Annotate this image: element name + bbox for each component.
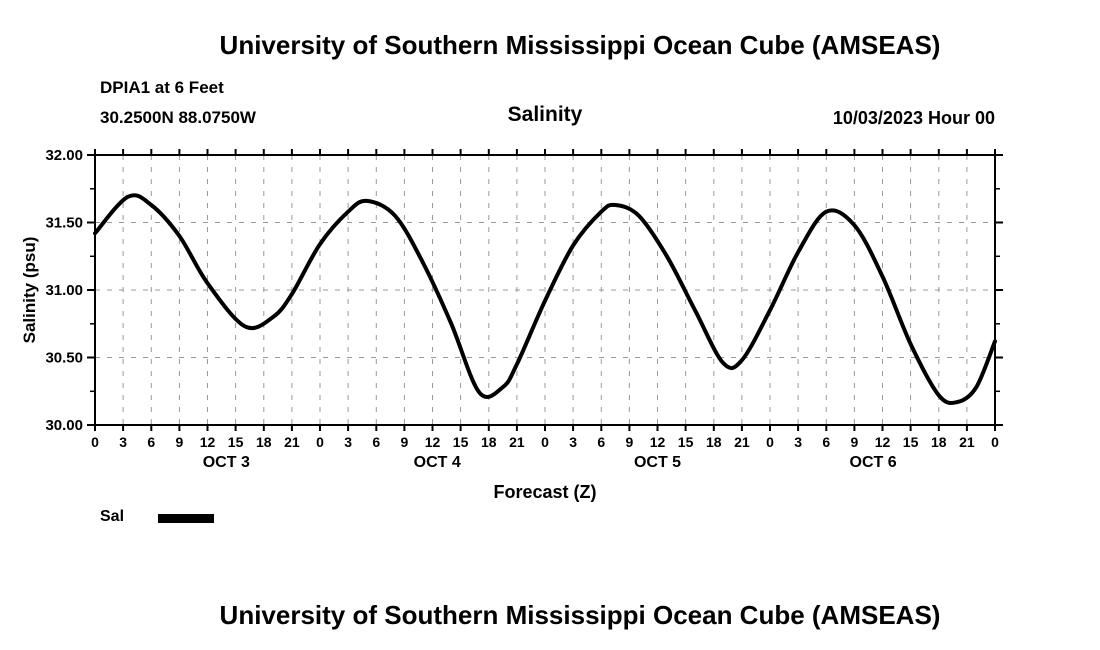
- y-axis-title: Salinity (psu): [20, 236, 39, 344]
- x-tick-label: 18: [481, 434, 497, 450]
- station-label: DPIA1 at 6 Feet: [100, 78, 224, 97]
- x-tick-label: 3: [794, 434, 802, 450]
- x-tick-label: 15: [903, 434, 919, 450]
- x-tick-label: 3: [569, 434, 577, 450]
- y-tick-label: 30.00: [45, 417, 83, 434]
- x-tick-label: 0: [541, 434, 549, 450]
- salinity-curve: [93, 193, 997, 406]
- page-title-top: University of Southern Mississippi Ocean…: [219, 30, 941, 60]
- x-tick-label: 9: [176, 434, 184, 450]
- x-tick-label: 12: [875, 434, 891, 450]
- x-tick-label: 12: [650, 434, 666, 450]
- x-tick-label: 18: [256, 434, 272, 450]
- x-tick-label: 21: [734, 434, 750, 450]
- x-tick-label: 0: [316, 434, 324, 450]
- y-tick-label: 31.50: [45, 215, 83, 232]
- x-tick-label: 3: [119, 434, 127, 450]
- x-tick-label: 0: [991, 434, 999, 450]
- day-label: OCT 5: [634, 454, 681, 471]
- x-tick-label: 15: [453, 434, 469, 450]
- x-tick-label: 15: [228, 434, 244, 450]
- salinity-chart: 0 3 6 9 12 15 18 21 0 3 6 9 12 15 18 21 0 3 6 9 12 15 18 21 0 3 6 9…: [45, 147, 1003, 471]
- x-tick-label: 18: [931, 434, 947, 450]
- x-tick-label: 9: [851, 434, 859, 450]
- x-tick-label: 6: [597, 434, 605, 450]
- x-tick-label: 18: [706, 434, 722, 450]
- x-tick-label: 15: [678, 434, 694, 450]
- day-label: OCT 4: [414, 454, 461, 471]
- y-tick-label: 31.00: [45, 282, 83, 299]
- legend-line-swatch: [158, 514, 214, 523]
- x-tick-label: 9: [626, 434, 634, 450]
- y-tick-label: 30.50: [45, 350, 83, 367]
- x-tick-label: 12: [425, 434, 441, 450]
- coordinates-label: 30.2500N 88.0750W: [100, 108, 256, 127]
- x-tick-label: 21: [959, 434, 975, 450]
- day-label: OCT 3: [203, 454, 250, 471]
- x-tick-label: 0: [766, 434, 774, 450]
- legend-label: Sal: [100, 508, 125, 525]
- x-tick-label: 6: [147, 434, 155, 450]
- x-tick-label: 21: [284, 434, 300, 450]
- x-axis-title: Forecast (Z): [493, 482, 597, 502]
- x-tick-label: 3: [344, 434, 352, 450]
- x-tick-label: 0: [91, 434, 99, 450]
- x-tick-label: 12: [200, 434, 216, 450]
- x-tick-label: 9: [401, 434, 409, 450]
- page-title-bottom: University of Southern Mississippi Ocean…: [219, 600, 941, 630]
- datetime-label: 10/03/2023 Hour 00: [832, 108, 995, 128]
- y-tick-label: 32.00: [45, 147, 83, 164]
- x-tick-label: 6: [822, 434, 830, 450]
- x-tick-label: 6: [372, 434, 380, 450]
- day-label: OCT 6: [850, 454, 897, 471]
- chart-title: Salinity: [507, 103, 583, 126]
- x-tick-label: 21: [509, 434, 525, 450]
